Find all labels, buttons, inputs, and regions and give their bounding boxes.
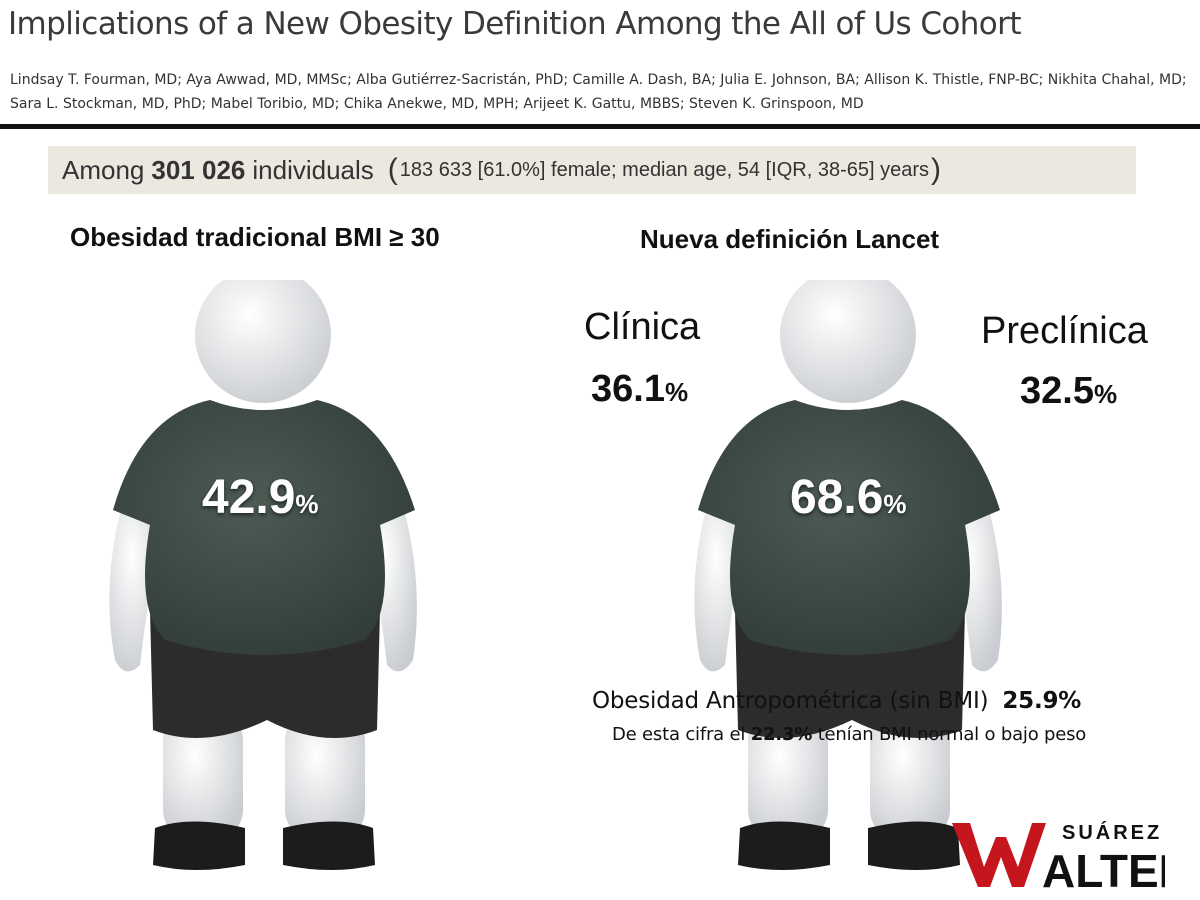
- anthropometric-value: 25.9%: [1002, 688, 1082, 714]
- anthropometric-note-prefix: De esta cifra el: [612, 724, 746, 745]
- clinical-percentage: 36.1%: [591, 368, 688, 411]
- anthropometric-note: De esta cifra el 22.3% tenían BMI normal…: [612, 724, 1086, 745]
- clinical-unit: %: [664, 377, 689, 407]
- page-title: Implications of a New Obesity Definition…: [8, 6, 1021, 42]
- traditional-value: 42.9: [202, 471, 296, 524]
- cohort-close-paren: ): [931, 153, 941, 186]
- cohort-banner: Among 301 026 individuals ( 183 633 [61.…: [48, 146, 1136, 194]
- cohort-suffix: individuals: [252, 154, 374, 185]
- clinical-label: Clínica: [584, 306, 701, 348]
- preclinical-percentage: 32.5%: [1020, 370, 1117, 413]
- header-divider: [0, 124, 1200, 129]
- logo-top-text: SUÁREZ: [1062, 821, 1162, 844]
- traditional-percentage: 42.9%: [202, 470, 319, 525]
- cohort-detail: 183 633 [61.0%] female; median age, 54 […: [399, 158, 929, 181]
- anthropometric-note-value: 22.3%: [750, 724, 813, 745]
- lancet-heading: Nueva definición Lancet: [640, 224, 940, 254]
- author-line-1: Lindsay T. Fourman, MD; Aya Awwad, MD, M…: [10, 72, 1187, 88]
- cohort-open-paren: (: [387, 153, 398, 186]
- logo-w-mark: [952, 823, 1046, 887]
- traditional-heading: Obesidad tradicional BMI ≥ 30: [70, 222, 440, 252]
- lancet-total-unit: %: [883, 489, 907, 519]
- traditional-unit: %: [295, 489, 319, 519]
- preclinical-unit: %: [1093, 379, 1118, 409]
- walter-suarez-logo: SUÁREZ WALTER: [952, 821, 1165, 893]
- anthropometric-label: Obesidad Antropométrica (sin BMI): [592, 688, 989, 714]
- traditional-obesity-figure: [109, 280, 417, 870]
- anthropometric-line: Obesidad Antropométrica (sin BMI) 25.9%: [592, 688, 1081, 714]
- lancet-obesity-figure: [694, 280, 1002, 870]
- anthropometric-note-suffix: tenían BMI normal o bajo peso: [817, 724, 1087, 745]
- cohort-prefix: Among: [62, 154, 145, 185]
- logo-main-text: WALTER: [1016, 845, 1165, 893]
- cohort-count: 301 026: [151, 154, 246, 185]
- preclinical-label: Preclínica: [981, 310, 1148, 352]
- preclinical-value: 32.5: [1020, 370, 1094, 412]
- author-line-2: Sara L. Stockman, MD, PhD; Mabel Toribio…: [10, 96, 864, 112]
- clinical-value: 36.1: [591, 368, 665, 410]
- author-list: Lindsay T. Fourman, MD; Aya Awwad, MD, M…: [10, 68, 1190, 116]
- lancet-total-percentage: 68.6%: [790, 470, 907, 525]
- lancet-total-value: 68.6: [790, 471, 884, 524]
